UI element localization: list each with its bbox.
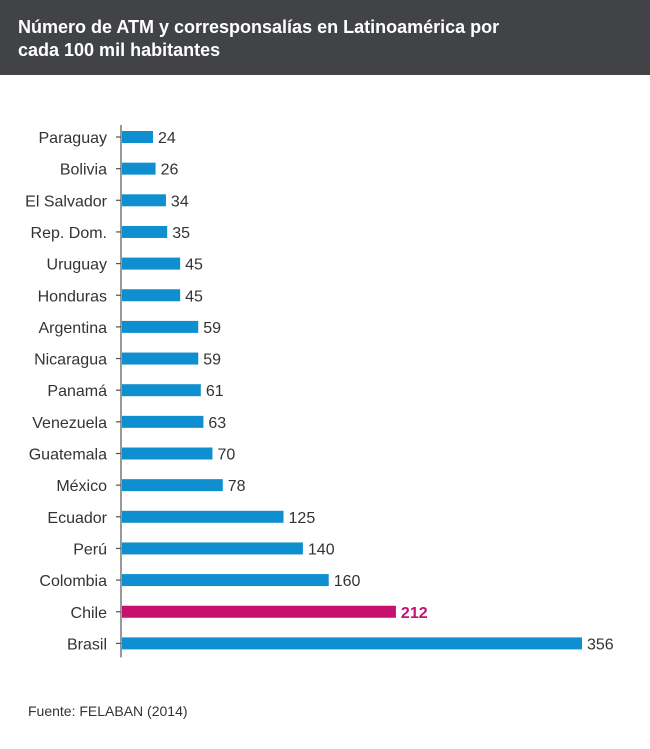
category-label: Nicaragua — [34, 352, 107, 369]
bar — [122, 447, 213, 460]
category-label: Rep. Dom. — [31, 225, 107, 242]
value-label: 45 — [185, 288, 203, 305]
value-label: 35 — [172, 225, 190, 242]
value-label: 212 — [401, 605, 428, 622]
bar — [122, 574, 329, 587]
bar — [122, 225, 168, 238]
bar — [122, 605, 396, 618]
bar — [122, 542, 303, 555]
value-label: 78 — [228, 478, 246, 495]
value-label: 61 — [206, 383, 224, 400]
value-label: 125 — [289, 510, 316, 527]
category-label: Panamá — [47, 383, 107, 400]
bar — [122, 415, 204, 428]
chart-title: Número de ATM y corresponsalías en Latin… — [18, 17, 500, 60]
category-label: Argentina — [39, 320, 108, 337]
category-label: Perú — [73, 541, 107, 558]
chart-header: Número de ATM y corresponsalías en Latin… — [0, 0, 650, 75]
value-label: 356 — [587, 636, 614, 653]
category-label: Venezuela — [32, 415, 107, 432]
bar — [122, 194, 166, 207]
category-label: Honduras — [38, 288, 107, 305]
value-label: 59 — [203, 320, 221, 337]
bar — [122, 510, 284, 523]
bar — [122, 257, 181, 270]
bar — [122, 320, 199, 333]
category-label: Brasil — [67, 636, 107, 653]
category-label: Ecuador — [47, 510, 107, 527]
value-label: 24 — [158, 130, 176, 147]
category-label: El Salvador — [25, 193, 107, 210]
bar — [122, 289, 181, 302]
bar — [122, 637, 582, 650]
bar — [122, 131, 154, 143]
value-label: 140 — [308, 541, 335, 558]
bar — [122, 352, 199, 365]
value-label: 160 — [334, 573, 361, 590]
source-note: Fuente: FELABAN (2014) — [28, 703, 188, 719]
bar — [122, 384, 201, 397]
bar — [122, 479, 223, 492]
value-label: 63 — [208, 415, 226, 432]
value-label: 26 — [161, 162, 179, 179]
bar — [122, 162, 156, 175]
category-label: Chile — [71, 605, 108, 622]
value-label: 34 — [171, 193, 189, 210]
category-label: Paraguay — [39, 130, 108, 147]
category-label: Guatemala — [29, 447, 107, 464]
category-label: México — [56, 478, 107, 495]
category-label: Colombia — [39, 573, 107, 590]
bar-chart: Paraguay 24 Bolivia 26 El Salvador 34 Rep. Dom… — [25, 125, 614, 658]
value-label: 59 — [203, 352, 221, 369]
value-label: 70 — [217, 447, 235, 464]
value-label: 45 — [185, 257, 203, 274]
category-label: Bolivia — [60, 162, 107, 179]
category-label: Uruguay — [47, 257, 107, 274]
